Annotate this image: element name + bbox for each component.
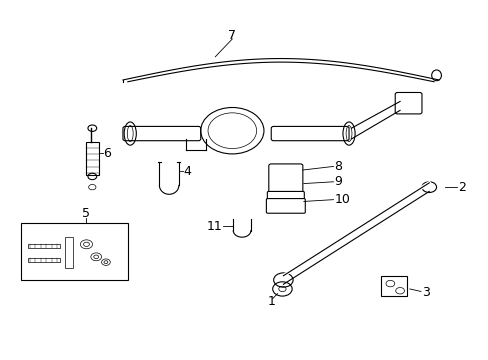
Text: 5: 5 xyxy=(82,207,90,220)
Text: 9: 9 xyxy=(334,175,342,188)
Text: 6: 6 xyxy=(103,147,111,160)
Text: 7: 7 xyxy=(228,29,236,42)
FancyBboxPatch shape xyxy=(122,126,201,141)
Bar xyxy=(64,237,73,267)
Text: 8: 8 xyxy=(334,160,342,173)
Text: 3: 3 xyxy=(421,286,429,299)
Bar xyxy=(380,276,407,296)
Text: 10: 10 xyxy=(334,193,349,206)
FancyBboxPatch shape xyxy=(266,199,305,213)
Text: 11: 11 xyxy=(206,220,222,233)
Bar xyxy=(21,223,127,280)
Bar xyxy=(28,244,60,248)
Text: 1: 1 xyxy=(267,295,275,308)
Bar xyxy=(28,258,60,262)
FancyBboxPatch shape xyxy=(394,93,421,114)
FancyBboxPatch shape xyxy=(271,126,348,141)
FancyBboxPatch shape xyxy=(268,164,302,196)
Bar xyxy=(86,143,99,175)
Text: 4: 4 xyxy=(183,165,191,177)
FancyBboxPatch shape xyxy=(267,192,304,203)
Text: 2: 2 xyxy=(458,181,466,194)
